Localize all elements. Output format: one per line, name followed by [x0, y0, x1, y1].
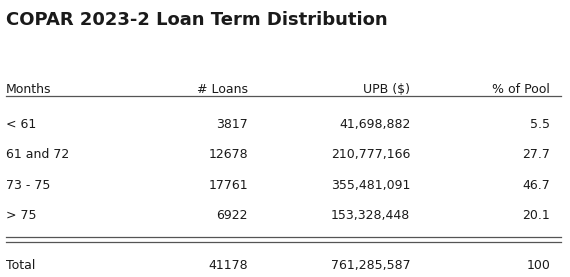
Text: 761,285,587: 761,285,587	[331, 259, 410, 272]
Text: 41,698,882: 41,698,882	[339, 118, 410, 131]
Text: 20.1: 20.1	[522, 209, 550, 222]
Text: Total: Total	[6, 259, 35, 272]
Text: UPB ($): UPB ($)	[364, 83, 410, 96]
Text: 12678: 12678	[208, 148, 248, 161]
Text: 6922: 6922	[217, 209, 248, 222]
Text: # Loans: # Loans	[197, 83, 248, 96]
Text: 210,777,166: 210,777,166	[331, 148, 410, 161]
Text: Months: Months	[6, 83, 51, 96]
Text: 100: 100	[526, 259, 550, 272]
Text: 61 and 72: 61 and 72	[6, 148, 69, 161]
Text: 73 - 75: 73 - 75	[6, 179, 50, 192]
Text: 17761: 17761	[208, 179, 248, 192]
Text: 153,328,448: 153,328,448	[331, 209, 410, 222]
Text: 46.7: 46.7	[522, 179, 550, 192]
Text: 355,481,091: 355,481,091	[331, 179, 410, 192]
Text: % of Pool: % of Pool	[492, 83, 550, 96]
Text: 41178: 41178	[208, 259, 248, 272]
Text: 3817: 3817	[216, 118, 248, 131]
Text: COPAR 2023-2 Loan Term Distribution: COPAR 2023-2 Loan Term Distribution	[6, 11, 388, 29]
Text: < 61: < 61	[6, 118, 36, 131]
Text: 27.7: 27.7	[522, 148, 550, 161]
Text: 5.5: 5.5	[530, 118, 550, 131]
Text: > 75: > 75	[6, 209, 36, 222]
